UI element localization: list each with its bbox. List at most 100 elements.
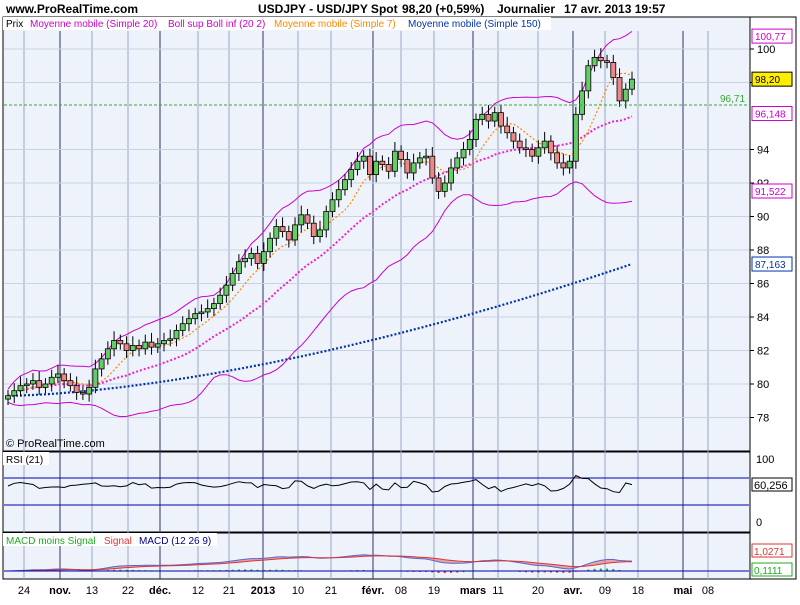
x-tick-label: nov. [49, 585, 71, 597]
candle-body [30, 380, 36, 385]
candle-body [304, 214, 311, 224]
candle-body [317, 229, 323, 237]
candle-body [136, 345, 142, 350]
candle-body [385, 164, 392, 172]
legend-sma7: Moyenne mobile (Simple 7) [274, 19, 396, 30]
legend-bollinger: Boll sup Boll inf (20 2) [168, 19, 265, 30]
instrument-label: USDJPY - USD/JPY Spot [258, 2, 398, 16]
candlestick-series [5, 48, 635, 405]
candle-body [535, 147, 542, 157]
price-tick-label: 84 [757, 312, 769, 324]
rsi-label-box [3, 452, 49, 465]
candle-body [111, 340, 117, 350]
macd-label-macd: MACD (12 26 9) [139, 536, 211, 547]
candle-body [204, 308, 211, 313]
price-tag [751, 183, 793, 199]
x-tick-label: 09 [599, 585, 611, 597]
candle-body [104, 348, 111, 360]
x-tick-label: 2013 [251, 585, 275, 597]
candle-body [547, 140, 554, 154]
candle-body [410, 162, 417, 174]
sma150-line [7, 262, 633, 397]
candle-body [5, 395, 11, 400]
candle-body [629, 78, 635, 90]
candle-body [55, 373, 61, 378]
rsi-overbought-fill [572, 475, 592, 479]
x-tick-label: mars [460, 585, 486, 597]
candle-body [435, 177, 442, 192]
candle-body [523, 147, 529, 150]
candle-body [273, 226, 280, 239]
last-price-label: 98,20 (+0,59%) [402, 2, 484, 16]
candle-body [616, 77, 623, 102]
candle-body [335, 189, 342, 201]
price-tick-label: 88 [757, 245, 769, 257]
legend-sma20: Moyenne mobile (Simple 20) [30, 19, 157, 30]
period-label: Journalier [497, 2, 555, 16]
x-tick-label: 22 [122, 585, 134, 597]
candle-body [36, 380, 43, 388]
candle-body [67, 380, 74, 387]
candle-body [285, 231, 292, 241]
price-tag [751, 106, 793, 122]
candle-body [429, 155, 436, 179]
candle-body [279, 226, 286, 232]
x-tick-label: 08 [395, 585, 407, 597]
candle-body [498, 112, 504, 127]
candle-body [329, 199, 336, 212]
candle-body [61, 373, 68, 382]
price-tag [751, 71, 793, 87]
macd-tag-2 [751, 562, 793, 577]
horizontal-gridlines [4, 48, 749, 418]
rsi-label: RSI (21) [6, 455, 43, 466]
x-tick-label: 12 [192, 585, 204, 597]
candle-body [161, 340, 167, 345]
candle-body [129, 345, 136, 351]
candle-body [610, 62, 617, 78]
candle-body [423, 155, 429, 159]
vertical-gridlines [23, 31, 709, 579]
candle-body [292, 224, 298, 241]
candle-body [516, 140, 523, 149]
candle-body [323, 211, 330, 231]
candle-body [173, 329, 180, 340]
legend-prix: Prix [6, 19, 23, 30]
candle-body [504, 125, 511, 134]
reference-hline-label: 96,71 [720, 94, 745, 105]
macd-signal-line [8, 555, 633, 572]
candle-body [98, 358, 105, 370]
x-tick-label: 19 [428, 585, 440, 597]
candle-body [360, 155, 367, 162]
legend-box [3, 17, 551, 30]
candle-body [591, 56, 598, 67]
x-tick-label: mai [674, 585, 693, 597]
candle-body [510, 132, 517, 142]
candle-body [229, 273, 236, 286]
candle-body [348, 169, 355, 181]
candle-body [223, 284, 230, 296]
candle-body [242, 257, 249, 263]
candle-body [23, 383, 30, 387]
candle-body [448, 167, 454, 184]
rsi-value-tag [751, 477, 793, 492]
candle-body [310, 222, 317, 237]
candle-body [604, 60, 610, 63]
x-tick-label: 21 [223, 585, 235, 597]
candle-body [541, 140, 548, 149]
candle-body [466, 139, 473, 150]
candle-body [92, 368, 99, 388]
price-tag-text: 98,20 [755, 75, 780, 86]
candle-body [585, 65, 592, 92]
price-tag-text: 96,148 [755, 110, 786, 121]
price-tick-label: 78 [757, 413, 769, 425]
x-tick-label: 08 [702, 585, 714, 597]
candle-body [179, 323, 186, 331]
candle-body [454, 157, 461, 169]
candle-body [123, 343, 130, 351]
macd-label-hist: MACD moins Signal [6, 536, 95, 547]
candle-body [579, 90, 585, 115]
x-tick-label: 18 [632, 585, 644, 597]
site-label[interactable]: www.ProRealTime.com [5, 2, 138, 16]
candle-body [460, 149, 467, 159]
